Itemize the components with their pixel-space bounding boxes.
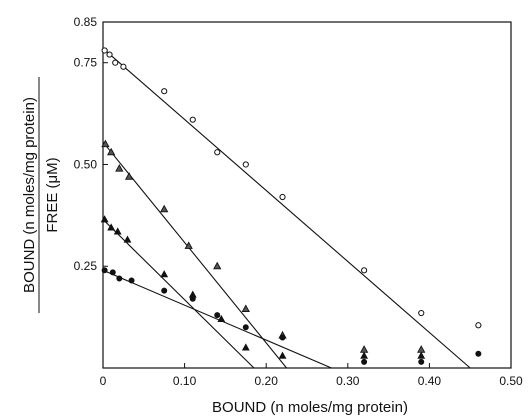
data-point bbox=[241, 304, 250, 313]
data-point bbox=[242, 161, 249, 168]
data-point bbox=[120, 63, 127, 70]
data-point bbox=[241, 343, 250, 351]
fit-line bbox=[102, 269, 332, 369]
x-axis-label: BOUND (n moles/mg protein) bbox=[212, 399, 408, 416]
data-point bbox=[360, 351, 369, 359]
data-point bbox=[160, 204, 169, 213]
data-point bbox=[359, 345, 369, 353]
data-point bbox=[106, 51, 113, 58]
data-point bbox=[124, 172, 134, 180]
data-point bbox=[242, 324, 249, 331]
data-point bbox=[101, 139, 110, 148]
axis-ticks: 0 0.10 0.20 0.30 0.40 0.50 0.25 0.50 0.75 0.85 bbox=[74, 15, 523, 388]
data-point bbox=[217, 314, 226, 323]
data-point bbox=[278, 351, 287, 359]
data-point bbox=[417, 351, 426, 359]
fit-line bbox=[102, 219, 255, 369]
data-point bbox=[475, 322, 482, 329]
data-point bbox=[161, 287, 168, 294]
data-point bbox=[361, 358, 368, 365]
x-tick-label: 0.10 bbox=[173, 374, 197, 388]
fit-lines bbox=[102, 48, 471, 369]
y-tick-label: 0.75 bbox=[74, 56, 98, 70]
data-point bbox=[214, 312, 221, 319]
y-tick-label: 0.25 bbox=[74, 259, 98, 273]
data-point bbox=[161, 88, 168, 95]
fit-line bbox=[102, 141, 288, 369]
data-point bbox=[109, 269, 116, 276]
x-tick-label: 0.30 bbox=[336, 374, 360, 388]
data-point bbox=[128, 277, 135, 284]
data-point bbox=[279, 334, 286, 341]
data-point bbox=[418, 358, 425, 365]
data-point bbox=[100, 215, 109, 223]
x-tick-label: 0.50 bbox=[499, 374, 523, 388]
y-axis-label-group: BOUND (n moles/mg protein) FREE (μM) bbox=[21, 77, 61, 313]
data-points bbox=[100, 47, 482, 365]
data-point bbox=[475, 350, 482, 357]
y-axis-label-denominator: FREE (μM) bbox=[44, 157, 61, 232]
y-tick-label: 0.85 bbox=[74, 15, 98, 29]
data-point bbox=[214, 149, 221, 156]
data-point bbox=[279, 193, 286, 201]
x-tick-label: 0.40 bbox=[418, 374, 442, 388]
fit-line bbox=[102, 48, 471, 369]
data-point bbox=[107, 147, 116, 156]
plot-frame bbox=[102, 21, 512, 369]
data-point bbox=[112, 59, 119, 66]
data-point bbox=[361, 267, 368, 274]
data-point bbox=[115, 164, 124, 172]
data-point bbox=[184, 241, 193, 249]
data-point bbox=[113, 227, 122, 235]
data-point bbox=[189, 295, 196, 302]
data-point bbox=[160, 270, 169, 278]
data-point bbox=[107, 223, 116, 231]
data-point bbox=[101, 267, 108, 274]
x-tick-label: 0.20 bbox=[255, 374, 279, 388]
data-point bbox=[101, 47, 108, 54]
y-tick-label: 0.50 bbox=[74, 157, 98, 171]
data-point bbox=[116, 275, 123, 282]
data-point bbox=[189, 116, 196, 123]
y-axis-label-numerator: BOUND (n moles/mg protein) bbox=[21, 97, 38, 293]
data-point bbox=[418, 309, 425, 317]
data-point bbox=[417, 345, 426, 353]
data-point bbox=[123, 235, 132, 243]
data-point bbox=[213, 261, 222, 270]
x-tick-label: 0 bbox=[100, 374, 107, 388]
